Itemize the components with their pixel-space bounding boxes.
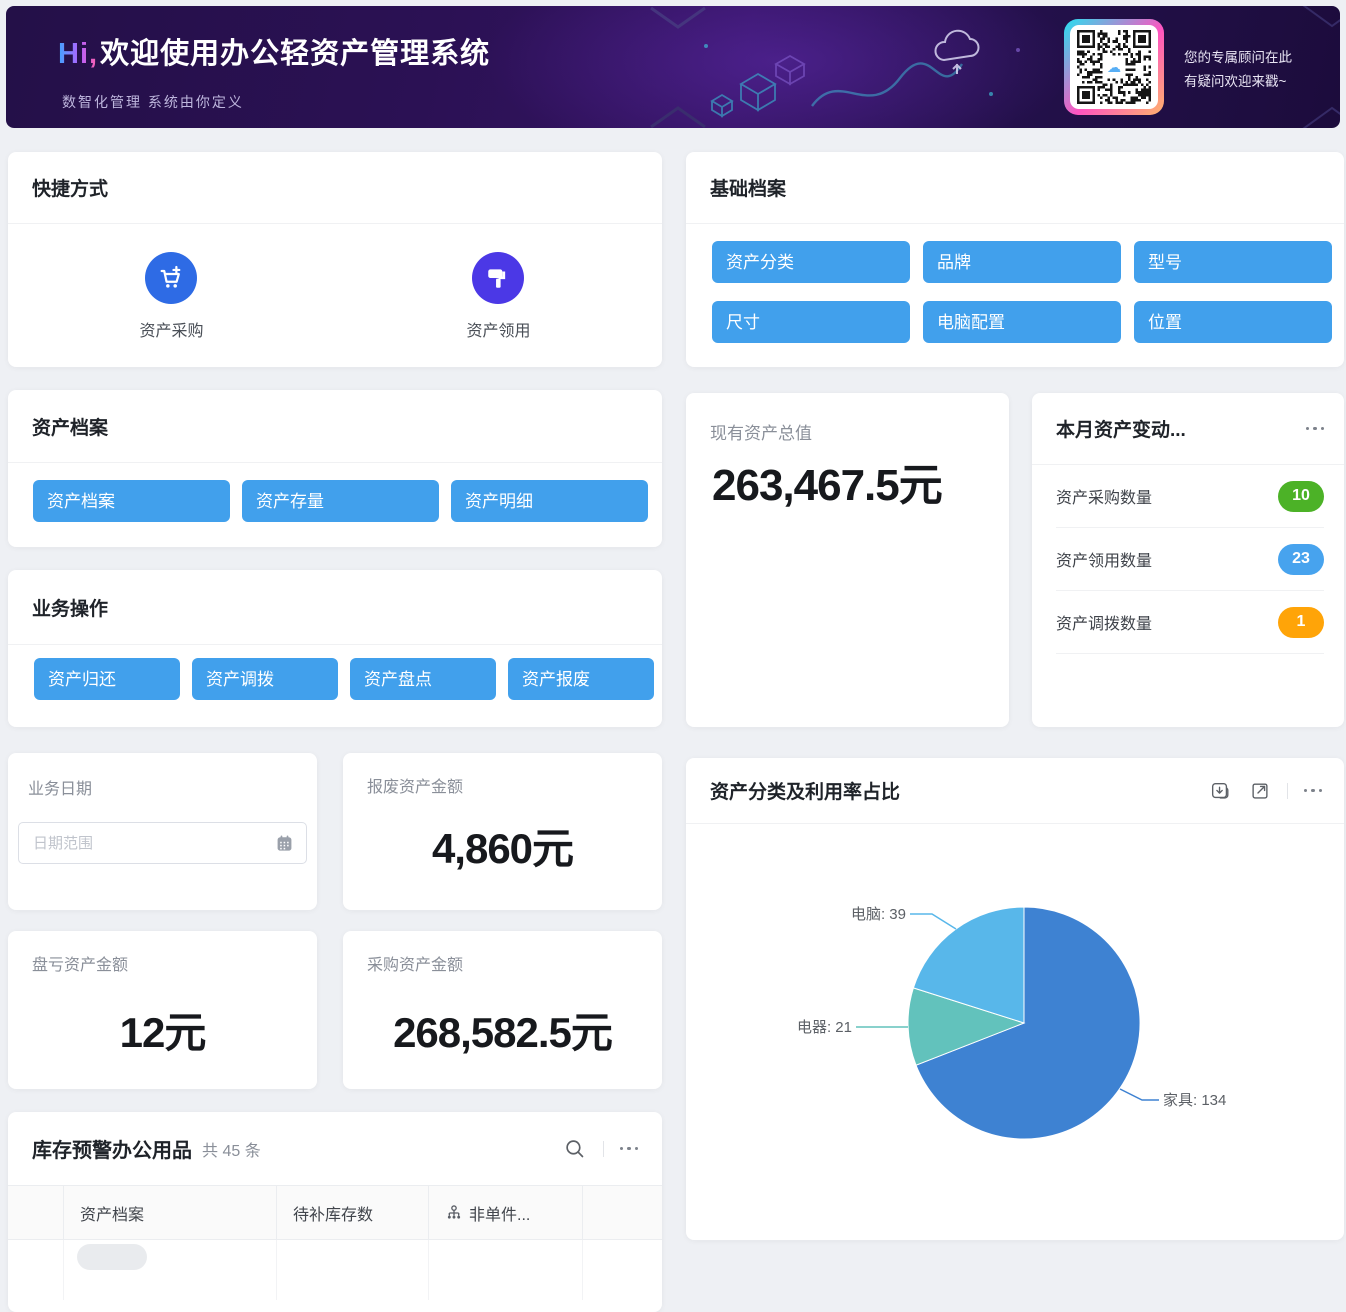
asset-tag-pill (77, 1244, 147, 1270)
button-computer-config[interactable]: 电脑配置 (923, 301, 1121, 343)
card-title: 快捷方式 (32, 179, 109, 200)
button-size[interactable]: 尺寸 (712, 301, 910, 343)
welcome-banner: Hi,欢迎使用办公轻资产管理系统 数智化管理 系统由你定义 ☁ 您的专属顾问在此… (6, 6, 1340, 128)
shortcuts-card: 快捷方式 资产采购 资产领用 (8, 152, 662, 367)
button-asset-detail[interactable]: 资产明细 (451, 480, 648, 522)
total-value-card: 现有资产总值 263,467.5元 (686, 393, 1009, 727)
button-asset-transfer[interactable]: 资产调拨 (192, 658, 338, 700)
pie-chart-card: 资产分类及利用率占比 家具: 134 电器: 21 电脑: 39 (686, 758, 1344, 1240)
purchase-amount-card: 采购资产金额 268,582.5元 (343, 931, 662, 1089)
stat-label: 盘亏资产金额 (32, 957, 129, 974)
pie-leader-line (910, 913, 957, 930)
org-chart-icon (447, 1204, 461, 1219)
card-title: 基础档案 (710, 179, 787, 200)
stat-label: 报废资产金额 (367, 779, 464, 796)
more-options-icon[interactable] (619, 1146, 638, 1151)
table-header-asset-archive: 资产档案 (64, 1186, 277, 1239)
button-asset-archive[interactable]: 资产档案 (33, 480, 230, 522)
button-asset-scrap[interactable]: 资产报废 (508, 658, 654, 700)
table-header-non-single: 非单件... (429, 1186, 583, 1239)
asset-archive-card: 资产档案 资产档案 资产存量 资产明细 (8, 390, 662, 547)
button-asset-category[interactable]: 资产分类 (712, 241, 910, 283)
record-count: 共 45 条 (202, 1142, 261, 1160)
list-item-requisition-count: 资产领用数量 23 (1056, 528, 1324, 591)
list-item-transfer-count: 资产调拨数量 1 (1056, 591, 1324, 654)
button-asset-return[interactable]: 资产归还 (34, 658, 180, 700)
paint-roller-icon (472, 252, 525, 304)
pie-slice-电器[interactable] (907, 987, 1026, 1066)
table-header-restock-count: 待补库存数 (277, 1186, 429, 1239)
stat-value: 12元 (119, 1009, 207, 1056)
card-title: 本月资产变动... (1056, 420, 1186, 441)
table-row[interactable] (8, 1240, 662, 1300)
biz-ops-card: 业务操作 资产归还 资产调拨 资产盘点 资产报废 (8, 570, 662, 727)
date-range-input[interactable] (31, 833, 275, 853)
cloud-icon (934, 29, 980, 74)
qr-caption: 您的专属顾问在此 有疑问欢迎来戳~ (1184, 50, 1292, 89)
table-header-row: 资产档案 待补库存数 非单件... (8, 1185, 662, 1240)
shortcut-asset-requisition[interactable]: 资产领用 (466, 252, 531, 341)
pie-chart: 家具: 134 电器: 21 电脑: 39 (797, 906, 1226, 1140)
more-options-icon[interactable] (1305, 426, 1324, 431)
card-title: 资产分类及利用率占比 (710, 782, 901, 803)
pie-label-家具: 家具: 134 (1163, 1092, 1226, 1109)
banner-greeting: Hi, (58, 38, 99, 70)
open-in-new-icon[interactable] (1249, 780, 1271, 802)
shortcut-asset-purchase[interactable]: 资产采购 (139, 252, 204, 341)
scrap-amount-card: 报废资产金额 4,860元 (343, 753, 662, 910)
biz-date-card: 业务日期 (8, 753, 317, 910)
download-icon[interactable] (1209, 780, 1231, 802)
cart-plus-icon (145, 252, 198, 304)
divider (1286, 782, 1288, 799)
table-header-extra (583, 1186, 662, 1239)
button-asset-inventory[interactable]: 资产盘点 (350, 658, 496, 700)
base-archive-card: 基础档案 资产分类 品牌 型号 尺寸 电脑配置 位置 (686, 152, 1344, 367)
stat-value: 268,582.5元 (393, 1009, 613, 1056)
pie-slice-家具[interactable] (915, 906, 1141, 1140)
stat-value: 4,860元 (431, 825, 574, 872)
pie-leader-line (1119, 1088, 1159, 1101)
consultant-qr-code[interactable]: ☁ (1064, 19, 1164, 115)
loss-amount-card: 盘亏资产金额 12元 (8, 931, 317, 1089)
count-badge: 23 (1278, 543, 1324, 575)
button-model[interactable]: 型号 (1134, 241, 1332, 283)
inventory-warning-card: 库存预警办公用品 共 45 条 资产档案 待补库存数 (8, 1112, 662, 1312)
search-icon[interactable] (564, 1138, 585, 1159)
pie-label-电器: 电器: 21 (797, 1019, 852, 1036)
divider (602, 1140, 604, 1157)
qr-cloud-logo-icon: ☁ (1104, 57, 1124, 77)
list-item-purchase-count: 资产采购数量 10 (1056, 465, 1324, 528)
card-title: 库存预警办公用品 (32, 1140, 192, 1162)
stat-label: 采购资产金额 (367, 957, 464, 974)
stat-value: 263,467.5元 (712, 461, 943, 510)
button-location[interactable]: 位置 (1134, 301, 1332, 343)
more-options-icon[interactable] (1303, 788, 1322, 793)
banner-title: Hi,欢迎使用办公轻资产管理系统 (58, 38, 491, 70)
pie-label-电脑: 电脑: 39 (851, 906, 906, 923)
date-range-picker[interactable] (18, 822, 307, 864)
card-title: 业务操作 (32, 598, 109, 620)
card-title: 资产档案 (32, 417, 109, 439)
count-badge: 1 (1278, 606, 1324, 638)
button-asset-stock[interactable]: 资产存量 (242, 480, 439, 522)
banner-decoration (650, 6, 1340, 128)
count-badge: 10 (1278, 480, 1324, 512)
qr-pattern (1077, 30, 1151, 104)
banner-subtitle: 数智化管理 系统由你定义 (62, 94, 244, 110)
button-brand[interactable]: 品牌 (923, 241, 1121, 283)
table-header-select (8, 1186, 64, 1239)
monthly-change-card: 本月资产变动... 资产采购数量 10 资产领用数量 23 资产调拨数量 1 (1032, 393, 1344, 727)
stat-label: 现有资产总值 (710, 424, 812, 443)
card-title: 业务日期 (28, 781, 93, 798)
calendar-icon (277, 835, 292, 851)
